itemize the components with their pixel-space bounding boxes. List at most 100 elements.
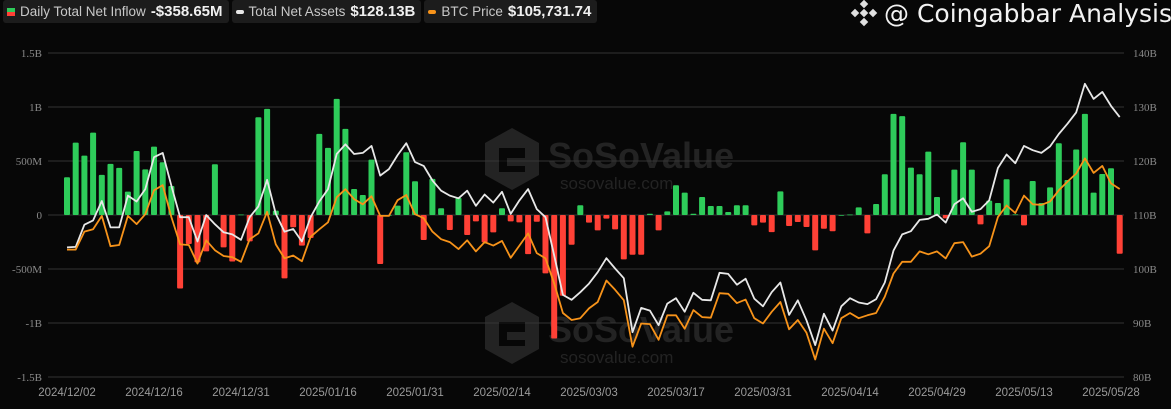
inflow-bar[interactable] (177, 215, 184, 289)
inflow-bar[interactable] (472, 215, 479, 222)
inflow-bar[interactable] (1073, 149, 1080, 215)
inflow-bar[interactable] (794, 215, 801, 223)
inflow-bar[interactable] (1116, 215, 1123, 254)
inflow-bar[interactable] (777, 191, 784, 215)
inflow-bar[interactable] (664, 211, 671, 215)
inflow-bar[interactable] (725, 211, 732, 215)
inflow-bar[interactable] (159, 162, 166, 215)
inflow-bar[interactable] (542, 215, 549, 274)
legend-assets[interactable]: Total Net Assets $128.13B (231, 0, 422, 23)
inflow-bar[interactable] (803, 215, 810, 227)
inflow-bar[interactable] (899, 116, 906, 215)
inflow-bar[interactable] (412, 181, 418, 215)
inflow-bar[interactable] (881, 174, 888, 215)
inflow-bar[interactable] (559, 215, 566, 296)
inflow-bar[interactable] (516, 215, 523, 223)
inflow-bar[interactable] (446, 215, 453, 231)
inflow-bar[interactable] (786, 215, 793, 227)
inflow-bar[interactable] (742, 205, 749, 215)
legend-btc[interactable]: BTC Price $105,731.74 (424, 0, 598, 23)
inflow-bar[interactable] (629, 215, 636, 255)
inflow-bar[interactable] (133, 150, 140, 215)
inflow-bar[interactable] (873, 203, 880, 215)
inflow-bar[interactable] (838, 215, 845, 216)
inflow-bar[interactable] (464, 215, 471, 235)
inflow-bar[interactable] (255, 117, 262, 215)
inflow-bar[interactable] (64, 177, 70, 215)
inflow-bar[interactable] (577, 205, 584, 215)
inflow-bar[interactable] (264, 108, 271, 215)
inflow-bar[interactable] (499, 208, 505, 215)
inflow-bar[interactable] (438, 208, 445, 215)
inflow-bar[interactable] (760, 215, 766, 223)
inflow-bar[interactable] (72, 142, 79, 215)
inflow-bar[interactable] (960, 142, 967, 215)
inflow-bar[interactable] (1012, 214, 1019, 216)
inflow-bar[interactable] (1064, 180, 1071, 215)
inflow-bar[interactable] (342, 128, 349, 215)
inflow-bar[interactable] (934, 196, 940, 215)
inflow-bar[interactable] (351, 188, 358, 215)
inflow-bar[interactable] (368, 159, 375, 215)
inflow-bar[interactable] (455, 197, 462, 215)
inflow-bar[interactable] (1081, 113, 1088, 215)
inflow-bar[interactable] (490, 215, 497, 233)
inflow-bar[interactable] (403, 152, 410, 215)
inflow-bar[interactable] (864, 215, 871, 234)
inflow-bar[interactable] (290, 215, 297, 228)
inflow-bar[interactable] (394, 205, 401, 215)
inflow-bar[interactable] (481, 215, 488, 243)
inflow-bar[interactable] (229, 215, 236, 262)
inflow-bar[interactable] (211, 164, 218, 215)
inflow-bar[interactable] (890, 113, 897, 215)
inflow-bar[interactable] (81, 155, 88, 215)
inflow-bar[interactable] (586, 215, 592, 223)
inflow-bar[interactable] (594, 215, 601, 231)
inflow-bar[interactable] (690, 213, 697, 215)
inflow-bar[interactable] (377, 215, 384, 265)
inflow-bar[interactable] (603, 215, 610, 219)
inflow-bar[interactable] (716, 206, 723, 215)
inflow-bar[interactable] (612, 215, 619, 230)
inflow-bar[interactable] (847, 214, 853, 216)
inflow-bar[interactable] (977, 215, 984, 225)
legend-inflow[interactable]: Daily Total Net Inflow -$358.65M (3, 0, 229, 23)
inflow-bar[interactable] (316, 133, 323, 215)
inflow-bar[interactable] (681, 192, 688, 215)
inflow-bar[interactable] (429, 178, 436, 215)
inflow-bar[interactable] (907, 167, 914, 215)
inflow-bar[interactable] (507, 215, 514, 222)
inflow-bar[interactable] (620, 215, 627, 260)
inflow-bar[interactable] (768, 215, 775, 233)
inflow-bar[interactable] (646, 213, 653, 215)
inflow-bar[interactable] (568, 215, 575, 245)
inflow-bar[interactable] (281, 215, 288, 279)
inflow-bar[interactable] (1029, 180, 1036, 215)
inflow-bar[interactable] (655, 215, 662, 231)
inflow-bar[interactable] (1055, 143, 1062, 215)
inflow-bar[interactable] (968, 169, 975, 215)
inflow-bar[interactable] (829, 215, 836, 232)
inflow-bar[interactable] (751, 215, 758, 226)
inflow-bar[interactable] (855, 207, 862, 215)
inflow-bar[interactable] (325, 147, 331, 215)
inflow-bar[interactable] (699, 196, 706, 215)
inflow-bar[interactable] (812, 215, 819, 251)
inflow-bar[interactable] (107, 163, 114, 215)
inflow-bar[interactable] (238, 214, 244, 216)
inflow-bar[interactable] (638, 215, 645, 255)
inflow-bar[interactable] (707, 206, 714, 215)
inflow-bar[interactable] (90, 132, 97, 215)
inflow-bar[interactable] (1038, 203, 1045, 215)
inflow-bar[interactable] (986, 200, 993, 215)
inflow-bar[interactable] (1021, 215, 1027, 226)
inflow-bar[interactable] (994, 203, 1001, 215)
inflow-bar[interactable] (1108, 168, 1114, 215)
inflow-bar[interactable] (820, 215, 827, 229)
inflow-bar[interactable] (673, 185, 679, 215)
inflow-bar[interactable] (116, 167, 123, 215)
inflow-bar[interactable] (733, 205, 740, 215)
inflow-bar[interactable] (1090, 192, 1097, 215)
inflow-bar[interactable] (925, 151, 932, 215)
inflow-bar[interactable] (1099, 173, 1106, 215)
